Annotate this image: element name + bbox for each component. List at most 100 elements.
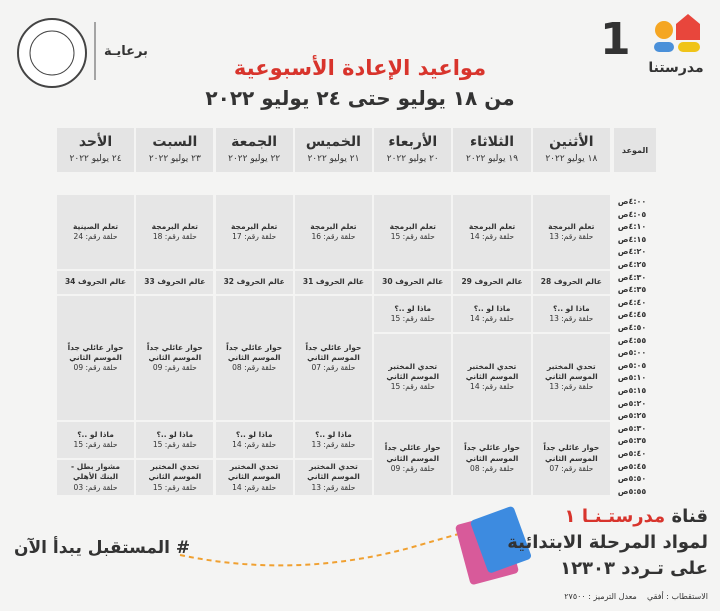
time-label: ٤:٢٥ص [617,260,647,269]
program-cell: ماذا لو ..؟ حلقة رقم: 13 [532,295,610,332]
time-label: ٥:٣٠ص [617,423,647,433]
program-title: عالم الحروف 30 [382,277,444,287]
program-title: تعلم البرمجة [310,221,357,231]
program-episode: حلقة رقم: 15 [73,439,118,449]
program-episode: حلقة رقم: 16 [311,231,356,241]
program-episode: حلقة رقم: 08 [232,362,277,372]
program-title: ماذا لو ..؟ [235,429,273,439]
time-label: ٤:٠٥ص [617,209,647,219]
program-cell: تحدي المختبر الموسم الثاني حلقة رقم: 14 [215,459,293,496]
time-label: ٤:٤٥ص [617,310,647,320]
time-label: ٥:١٠ص [617,373,647,383]
program-title: تعلم البرمجة [151,221,198,231]
day-name: السبت [152,134,198,150]
day-name: الأربعاء [388,134,438,150]
program-cell: تعلم البرمجة حلقة رقم: 18 [136,195,214,269]
day-name: الخميس [305,134,361,150]
time-label: ٥:٠٥ص [617,360,647,370]
time-label: ٤:٥٠ص [617,323,647,332]
program-episode: حلقة رقم: 14 [470,313,515,323]
program-episode: حلقة رقم: 15 [152,439,197,449]
footer-line3: على تـردد ١٢٣٠٣ [560,558,708,579]
day-date: ١٨ يوليو ٢٠٢٢ [545,154,598,164]
day-date: ٢٤ يوليو ٢٠٢٢ [69,154,122,164]
day-name: الأثنين [549,134,594,150]
day-name: الجمعة [231,134,278,150]
program-episode: حلقة رقم: 13 [549,313,594,323]
program-cell: تحدي المختبر الموسم الثاني حلقة رقم: 15 [374,333,452,420]
program-cell: عالم الحروف 29 [453,270,531,294]
program-title: تحدي المختبر الموسم الثاني [227,462,281,482]
program-cell: تعلم البرمجة حلقة رقم: 17 [215,195,293,269]
logo-shapes [654,14,700,52]
program-title: حوار عائلي جداً الموسم الثاني [226,342,283,362]
channel-line: قناة مدرستـنـا ١ [565,506,708,527]
time-label: ٥:٤٥ص [617,461,647,471]
program-cell: تعلم الصينية حلقة رقم: 24 [56,195,135,269]
program-episode: حلقة رقم: 14 [232,439,277,449]
program-title: عالم الحروف 29 [461,277,523,287]
program-title: مشوار بطل - البنك الأهلي [71,462,121,482]
program-episode: حلقة رقم: 13 [549,381,594,391]
program-cell: حوار عائلي جداً الموسم الثاني حلقة رقم: 0… [532,421,610,496]
program-cell: ماذا لو ..؟ حلقة رقم: 14 [215,421,293,458]
program-title: تحدي المختبر الموسم الثاني [545,361,598,381]
program-cell: عالم الحروف 32 [215,270,293,294]
program-cell: ماذا لو ..؟ حلقة رقم: 14 [453,295,531,332]
time-label: ٥:٠٠ص [617,348,647,358]
time-label: ٥:٣٥ص [617,436,647,446]
program-episode: حلقة رقم: 24 [73,231,118,241]
sponsor: برعايـة [104,44,148,59]
program-cell: تعلم البرمجة حلقة رقم: 16 [294,195,373,269]
program-title: ماذا لو ..؟ [394,303,432,313]
day-header: الخميس ٢١ يوليو ٢٠٢٢ [294,128,373,172]
program-title: حوار عائلي جداً الموسم الثاني [543,443,600,463]
program-cell: عالم الحروف 28 [532,270,610,294]
program-title: ماذا لو ..؟ [315,429,352,439]
program-episode: حلقة رقم: 15 [390,313,435,323]
program-cell: حوار عائلي جداً الموسم الثاني حلقة رقم: 0… [136,295,214,420]
program-episode: حلقة رقم: 07 [311,362,356,372]
day-date: ٢٢ يوليو ٢٠٢٢ [228,154,281,164]
day-date: ٢٠ يوليو ٢٠٢٢ [386,154,439,164]
program-title: ماذا لو ..؟ [156,429,194,439]
program-episode: حلقة رقم: 15 [152,482,197,492]
program-title: عالم الحروف 33 [144,277,206,287]
program-episode: حلقة رقم: 07 [549,463,594,473]
program-title: حوار عائلي جداً الموسم الثاني [384,443,441,463]
time-label: ٤:٠٠ص [617,197,647,206]
time-header-cell: الموعد [614,128,656,172]
program-episode: حلقة رقم: 15 [390,381,435,391]
program-cell: تعلم البرمجة حلقة رقم: 15 [374,195,452,269]
program-title: ماذا لو ..؟ [473,303,511,313]
footer-line2: لمواد المرحلة الابتدائية [507,532,708,553]
title: مواعيد الإعادة الأسبوعية [233,56,487,80]
program-title: تعلم البرمجة [468,221,516,231]
program-cell: ماذا لو ..؟ حلقة رقم: 15 [56,421,135,458]
program-cell: عالم الحروف 34 [56,270,135,294]
day-header: السبت ٢٣ يوليو ٢٠٢٢ [136,128,214,172]
program-episode: حلقة رقم: 08 [470,463,515,473]
time-label: ٥:٢٠ص [617,398,647,408]
program-cell: تحدي المختبر الموسم الثاني حلقة رقم: 14 [453,333,531,420]
program-title: حوار عائلي جداً الموسم الثاني [464,443,520,463]
program-episode: حلقة رقم: 13 [549,231,594,241]
program-episode: حلقة رقم: 15 [390,231,435,241]
program-episode: حلقة رقم: 14 [470,231,515,241]
program-cell: حوار عائلي جداً الموسم الثاني حلقة رقم: 0… [453,421,531,496]
time-label: ٥:٤٠ص [617,449,647,458]
day-date: ١٩ يوليو ٢٠٢٢ [466,154,519,164]
program-title: حوار عائلي جداً الموسم الثاني [146,342,203,362]
program-episode: حلقة رقم: 17 [232,231,277,241]
program-title: حوار عائلي جداً الموسم الثاني [67,342,124,362]
program-cell: تحدي المختبر الموسم الثاني حلقة رقم: 15 [136,459,214,496]
channel-prefix: قناة [671,506,708,527]
seal [17,18,87,88]
channel-name: مدرستـنـا ١ [564,506,666,527]
program-title: تعلم الصينية [72,221,119,231]
program-title: عالم الحروف 34 [64,277,127,287]
program-cell: عالم الحروف 31 [294,270,373,294]
time-label: ٤:٣٥ص [617,285,647,295]
